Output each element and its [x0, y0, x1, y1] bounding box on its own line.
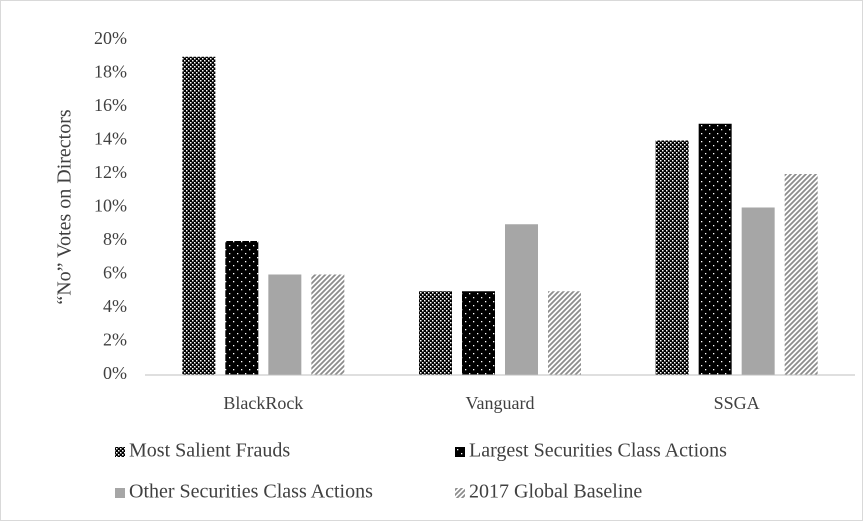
x-tick-label: Vanguard	[466, 393, 535, 413]
y-tick-label: 6%	[103, 263, 127, 283]
legend-swatch	[115, 488, 125, 498]
bar	[505, 224, 538, 375]
bar	[741, 207, 775, 375]
bar	[462, 291, 495, 375]
y-tick-label: 0%	[103, 363, 127, 383]
x-tick-label: BlackRock	[223, 393, 303, 413]
y-tick-label: 8%	[103, 229, 127, 249]
y-tick-label: 16%	[94, 95, 127, 115]
x-tick-label: SSGA	[714, 393, 760, 413]
legend-label: Other Securities Class Actions	[129, 481, 373, 503]
y-tick-label: 14%	[94, 129, 127, 149]
y-tick-label: 2%	[103, 330, 127, 350]
y-tick-label: 12%	[94, 162, 127, 182]
legend-swatch	[115, 447, 125, 457]
bar	[548, 291, 581, 375]
y-tick-label: 18%	[94, 62, 127, 82]
legend-label: 2017 Global Baseline	[469, 481, 642, 503]
legend-label: Largest Securities Class Actions	[469, 440, 727, 462]
legend-swatch	[455, 447, 465, 457]
bar	[268, 274, 302, 375]
y-tick-label: 10%	[94, 196, 127, 216]
bar	[311, 274, 345, 375]
y-tick-label: 20%	[94, 28, 127, 48]
bar	[419, 291, 452, 375]
legend-swatch	[455, 488, 465, 498]
bar	[655, 140, 689, 375]
y-axis-title: “No” Votes on Directors	[54, 109, 76, 305]
legend-label: Most Salient Frauds	[129, 440, 290, 462]
bar	[784, 174, 818, 375]
bar	[225, 241, 259, 375]
y-tick-label: 4%	[103, 296, 127, 316]
bar	[698, 123, 732, 375]
bar	[182, 56, 216, 375]
